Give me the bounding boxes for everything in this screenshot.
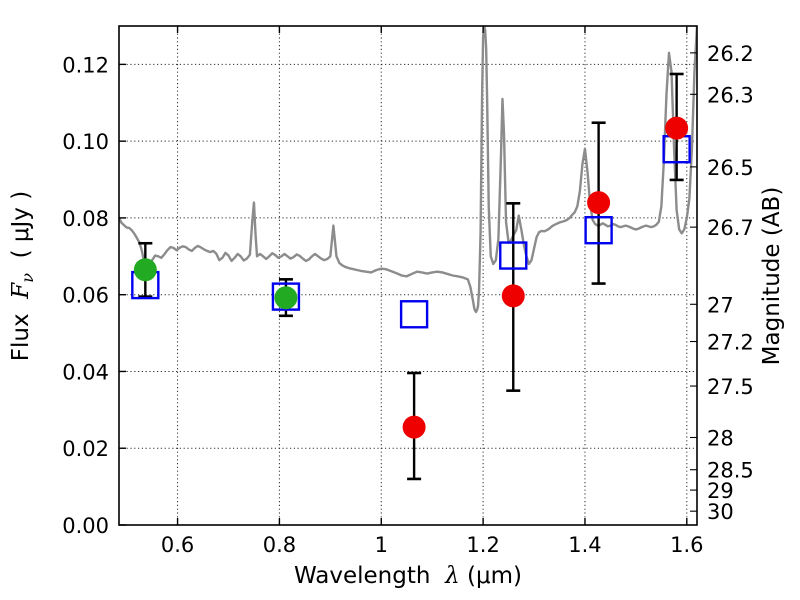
y-axis-label-text: Flux (8, 313, 34, 361)
y2-axis-label: Magnitude (AB) (759, 187, 785, 366)
x-axis-ticks: 0.6 0.8 1 1.2 1.4 1.6 (161, 26, 704, 557)
y2-ticklabel-10: 30 (707, 500, 734, 524)
y2-ticklabel-2: 26.5 (707, 156, 754, 180)
x-ticklabel-1: 0.8 (263, 533, 296, 557)
x-ticklabel-5: 1.6 (670, 533, 703, 557)
x-axis-label-symbol: λ (444, 563, 460, 589)
y-ticklabel-0: 0.00 (62, 514, 109, 538)
y-ticklabel-3: 0.06 (62, 284, 109, 308)
y-axis-ticks: 0.00 0.02 0.04 0.06 0.08 0.10 0.12 (62, 53, 126, 538)
axes-frame (118, 25, 698, 526)
observed-photometry-red-point-1 (501, 284, 525, 308)
y2-ticklabel-5: 27.2 (707, 331, 754, 355)
y-ticklabel-1: 0.02 (62, 437, 109, 461)
y-axis-label-symbol: F (8, 282, 34, 300)
y2-ticklabel-0: 26.2 (707, 42, 754, 66)
y2-ticklabel-3: 26.7 (707, 216, 754, 240)
y-axis-label-units: ( μJy ) (8, 191, 34, 259)
y-ticklabel-4: 0.08 (62, 207, 109, 231)
y2-ticklabel-8: 28.5 (707, 459, 754, 483)
observed-photometry-markers (133, 116, 689, 439)
y2-ticklabel-6: 27.5 (707, 375, 754, 399)
y2-ticklabel-1: 26.3 (707, 83, 754, 107)
x-axis-label: Wavelength λ (μm) (294, 563, 522, 589)
x-axis-label-text: Wavelength (294, 563, 430, 589)
y-ticklabel-2: 0.04 (62, 360, 109, 384)
y-axis-label-subscript: ν (18, 273, 37, 283)
observed-photometry-green-point-1 (274, 286, 298, 310)
y2-ticklabel-9: 29 (707, 479, 734, 503)
observed-photometry-red-point-0 (402, 415, 426, 439)
y-ticklabel-5: 0.10 (62, 130, 109, 154)
observed-photometry-red-point-2 (587, 191, 611, 215)
model-square-marker-2 (399, 300, 429, 329)
x-axis-label-units: (μm) (467, 563, 522, 589)
y-ticklabel-6: 0.12 (62, 53, 109, 77)
observed-photometry-green-point-0 (133, 258, 157, 282)
x-ticklabel-3: 1.2 (466, 533, 499, 557)
model-square-marker-1 (271, 282, 301, 311)
model-square-marker-4 (584, 216, 613, 245)
y2-ticklabel-7: 28 (707, 426, 734, 450)
y2-ticklabel-4: 27 (707, 293, 734, 317)
horizontal-gridlines (119, 63, 697, 449)
observed-photometry-red-point-3 (665, 116, 689, 140)
y-axis-label: Flux Fν ( μJy ) (8, 191, 37, 361)
model-square-marker-3 (499, 241, 528, 270)
x-ticklabel-4: 1.4 (568, 533, 601, 557)
x-ticklabel-0: 0.6 (161, 533, 194, 557)
x-ticklabel-2: 1 (375, 533, 388, 557)
